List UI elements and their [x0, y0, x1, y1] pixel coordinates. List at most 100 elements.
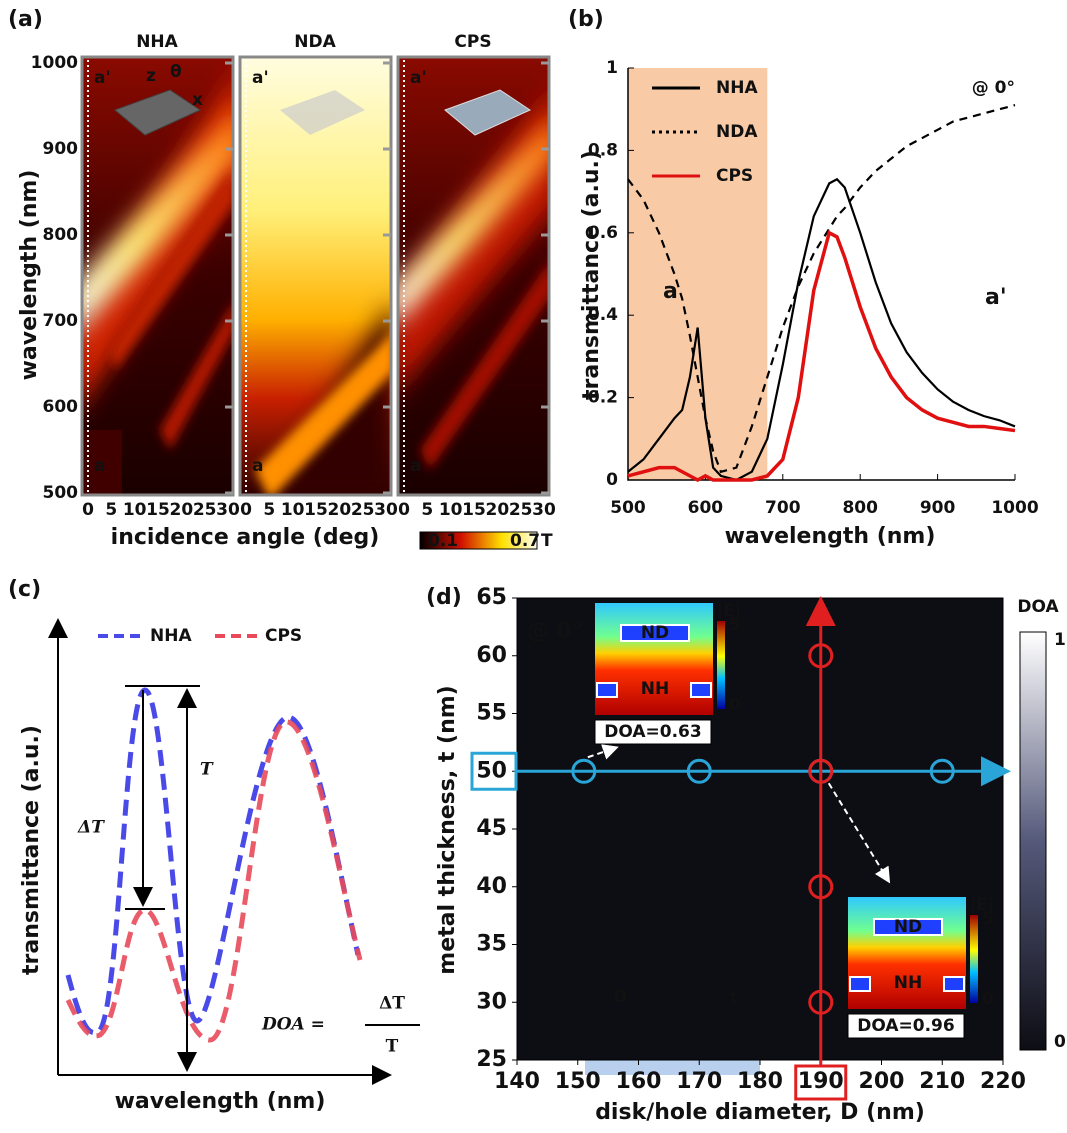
panel-frame: [80, 55, 235, 497]
colorbar-tick: 0.1: [428, 531, 458, 551]
x-tick-label: 0: [398, 500, 410, 520]
formula: T: [386, 1037, 399, 1057]
inset-sketch: [444, 89, 532, 136]
inset-sketch: [280, 90, 365, 135]
annotation: @ 0°: [972, 78, 1015, 98]
panel-frame: [396, 55, 551, 497]
marker-center: [808, 758, 834, 784]
series-line: [627, 104, 1016, 474]
inset-colorbar: [970, 915, 978, 1003]
x-tick-label: 140: [494, 1069, 540, 1094]
inset-caption: DOA=0.63: [604, 722, 701, 742]
formula: ΔT: [379, 994, 405, 1014]
x-tick-label: 25: [509, 500, 533, 520]
inset-sketch: [114, 89, 202, 136]
y-tick-label: 0.4: [588, 305, 618, 325]
delta-label: ΔT: [77, 818, 105, 838]
inset-colorbar: [717, 621, 725, 709]
y-tick-label: 1: [606, 58, 618, 78]
legend-label: NHA: [150, 626, 192, 646]
x-tick-label: 700: [765, 498, 801, 518]
x-tick-label: 180: [737, 1069, 783, 1094]
y-tick-label: 35: [476, 932, 507, 957]
colorbar: [1019, 631, 1047, 1051]
x-tick-label: 25: [351, 500, 375, 520]
y-tick-label: 0: [606, 470, 618, 490]
region-label: a: [663, 279, 678, 304]
inset-label: ND: [894, 917, 922, 937]
panel-title: CPS: [454, 32, 491, 52]
panel-title: NDA: [294, 32, 336, 52]
marker: [686, 758, 712, 784]
x-axis-label: wavelength (nm): [725, 524, 936, 549]
colorbar-tick: 0.7: [510, 531, 540, 551]
y-tick-label: 1000: [31, 53, 78, 73]
marker: [808, 643, 834, 669]
inset-colorbar-tick: 0: [729, 695, 741, 715]
x-axis-label: incidence angle (deg): [111, 525, 380, 550]
x-tick-label: 210: [919, 1069, 965, 1094]
inset-film: [690, 682, 712, 698]
legend-label: CPS: [716, 166, 753, 186]
x-tick-label: 5: [263, 500, 275, 520]
x-tick-label: 1000: [991, 498, 1038, 518]
x-axis-label: wavelength (nm): [115, 1089, 326, 1114]
marker: [929, 758, 955, 784]
inset-label: NH: [641, 679, 669, 699]
y-tick-label: 25: [476, 1047, 507, 1072]
inset-disk: [620, 624, 690, 642]
x-tick-label: 30: [374, 500, 398, 520]
y-axis-label: transmittance (a.u.): [19, 725, 44, 975]
y-tick-label: 40: [476, 874, 507, 899]
panel-frame: [238, 55, 393, 497]
pointer: [827, 782, 891, 884]
inset-colorbar-tick: 0: [982, 989, 994, 1009]
x-tick-label: 20: [169, 500, 193, 520]
highlight-box: [470, 751, 518, 791]
shaded-region: [628, 68, 768, 480]
x-tick-label: 20: [327, 500, 351, 520]
legend-label: CPS: [265, 626, 302, 646]
inset-label: x: [192, 90, 203, 110]
cps-map: [398, 57, 549, 495]
y-tick-label: 0.6: [588, 223, 618, 243]
panel-label: (a): [8, 7, 43, 32]
inset-colorbar-tick: 5: [729, 615, 741, 635]
x-tick-label: 900: [920, 498, 956, 518]
inset-colorbar-label: |E|: [970, 895, 994, 915]
inset-label: θ: [170, 62, 182, 82]
annotation: a: [252, 456, 263, 476]
y-tick-label: 30: [476, 989, 507, 1014]
y-tick-label: 60: [476, 643, 507, 668]
panel-label: (b): [568, 7, 604, 32]
x-tick-label: 25: [193, 500, 217, 520]
inset-disk: [873, 918, 943, 936]
colorbar-label: T: [541, 531, 553, 551]
panel-title: NHA: [136, 32, 178, 52]
schematic: [48, 618, 420, 1085]
y-tick-label: 0.8: [588, 140, 618, 160]
formula: DOA =: [261, 1015, 325, 1035]
nha-map: [82, 57, 233, 495]
inset-colorbar-tick: 5: [982, 909, 994, 929]
x-tick-label: 190: [798, 1069, 844, 1094]
y-axis-label: wavelength (nm): [17, 170, 42, 381]
colorbar-label: DOA: [1017, 597, 1059, 617]
x-tick-label: 15: [304, 500, 328, 520]
inset-label: z: [146, 66, 156, 86]
x-tick-label: 10: [281, 500, 305, 520]
y-tick-label: 45: [476, 816, 507, 841]
x-tick-label: 5: [421, 500, 433, 520]
marker: [808, 874, 834, 900]
inset-caption-box: [594, 719, 712, 745]
x-tick-label: 15: [462, 500, 486, 520]
x-tick-label: 800: [842, 498, 878, 518]
inset-caption-box: [847, 1013, 965, 1039]
y-tick-label: 600: [43, 397, 79, 417]
inset-film: [849, 976, 871, 992]
inset-caption: DOA=0.96: [857, 1016, 954, 1036]
x-tick-label: 30: [216, 500, 240, 520]
y-tick-label: 0.2: [588, 388, 618, 408]
x-tick-label: 10: [439, 500, 463, 520]
